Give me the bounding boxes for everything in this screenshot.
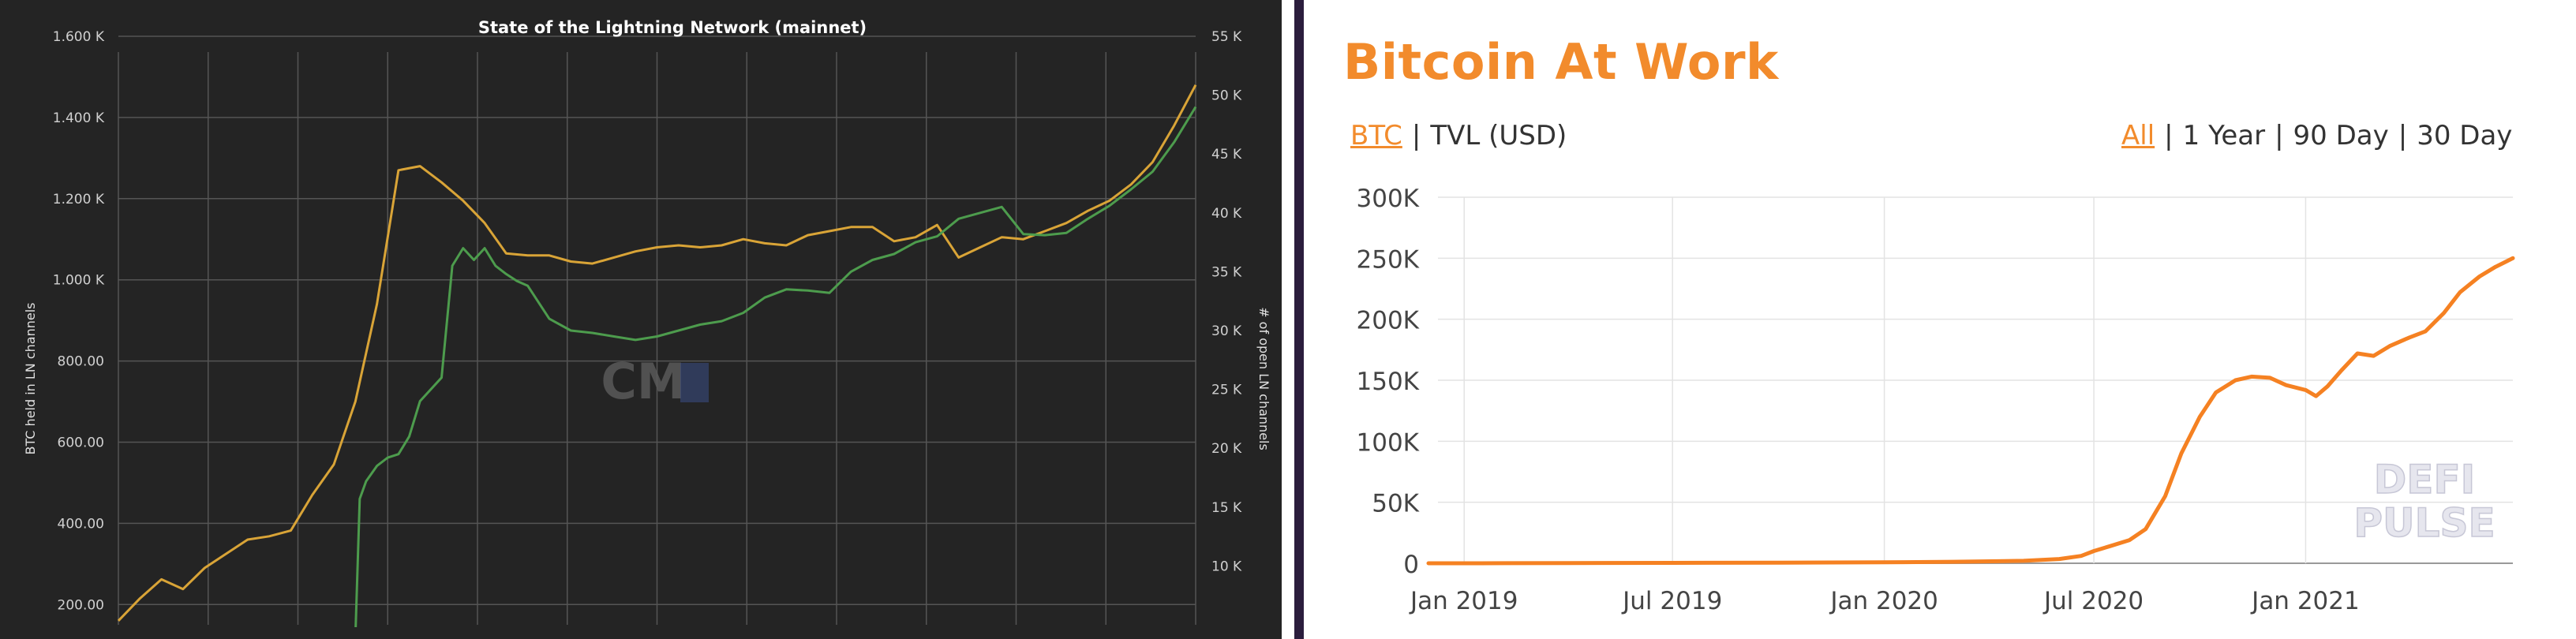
y-tick-label: 800.00	[58, 354, 104, 370]
y2-tick-label: 10 K	[1211, 559, 1242, 574]
chart-title: State of the Lightning Network (mainnet)	[478, 18, 867, 37]
tvl-chart: 0 50K 100K 150K 200K 250K 300K Jan 2019 Jul 2019…	[1357, 185, 2515, 615]
panel-bottom-edge	[0, 627, 1282, 639]
y-tick-label: 250K	[1357, 245, 1420, 274]
x-tick-label: Jan 2019	[1409, 587, 1518, 615]
x-tick-label: Jul 2020	[2042, 587, 2144, 615]
bitcoin-at-work-panel: Bitcoin At Work BTC | TVL (USD) All | 1 Year…	[1304, 0, 2576, 639]
y2-tick-label: 35 K	[1211, 264, 1242, 280]
y-tick-label: 200K	[1357, 307, 1420, 335]
range-toggle: All | 1 Year | 90 Day | 30 Day	[2121, 120, 2512, 151]
btc-toggle[interactable]: BTC	[1350, 120, 1402, 151]
y2-tick-label: 25 K	[1211, 383, 1242, 398]
y2-tick-label: 40 K	[1211, 206, 1242, 222]
range-30-day-button[interactable]: 30 Day	[2417, 120, 2513, 151]
y-tick-label: 1.000 K	[53, 273, 105, 289]
y-tick-label: 1.200 K	[53, 192, 105, 207]
y2-tick-label: 15 K	[1211, 500, 1242, 516]
y-tick-label: 0	[1403, 551, 1419, 579]
toggle-separator: |	[2275, 120, 2284, 151]
tvl-line	[1426, 256, 2515, 566]
watermark-logo: CM	[601, 353, 685, 410]
y-tick-label: 1.600 K	[53, 29, 105, 45]
tvl-usd-toggle[interactable]: TVL (USD)	[1430, 120, 1567, 151]
chart-title: Bitcoin At Work	[1343, 33, 1779, 91]
toggle-separator: |	[2164, 120, 2174, 151]
watermark-mark	[680, 363, 709, 402]
y2-tick-label: 30 K	[1211, 323, 1242, 339]
btc-capacity-line	[117, 84, 1197, 622]
lightning-network-chart: 200.00 400.00 600.00 800.00 1.000 K 1.200 K 1.…	[0, 18, 1282, 639]
toggle-separator: |	[2398, 120, 2408, 151]
unit-toggle: BTC | TVL (USD)	[1350, 120, 1567, 151]
y-tick-label: 300K	[1357, 185, 1420, 213]
toggle-separator: |	[1411, 120, 1421, 151]
x-tick-label: Jul 2019	[1621, 587, 1722, 615]
y-tick-label: 150K	[1357, 368, 1420, 396]
panel-divider	[1294, 0, 1304, 639]
y2-axis-label: # of open LN channels	[1256, 307, 1271, 450]
channel-count-line	[354, 106, 1197, 637]
y-axis-label: BTC held in LN channels	[23, 302, 38, 454]
x-tick-label: Jan 2021	[2250, 587, 2360, 615]
y-tick-label: 100K	[1357, 428, 1420, 457]
range-90-day-button[interactable]: 90 Day	[2293, 120, 2389, 151]
y-tick-label: 600.00	[58, 435, 104, 450]
y2-tick-label: 55 K	[1211, 29, 1242, 45]
y-tick-label: 400.00	[58, 516, 104, 532]
y-tick-label: 1.400 K	[53, 110, 105, 126]
y-tick-label: 50K	[1372, 490, 1419, 518]
range-all-button[interactable]: All	[2121, 120, 2155, 151]
watermark-pulse: PULSE	[2353, 500, 2495, 546]
y2-tick-label: 50 K	[1211, 88, 1242, 104]
x-tick-label: Jan 2020	[1829, 587, 1938, 615]
y-tick-label: 200.00	[58, 597, 104, 613]
range-1-year-button[interactable]: 1 Year	[2182, 120, 2266, 151]
lightning-network-chart-panel: 200.00 400.00 600.00 800.00 1.000 K 1.200 K 1.…	[0, 0, 1282, 639]
watermark-defi: DEFI	[2374, 457, 2475, 503]
y2-tick-label: 20 K	[1211, 441, 1242, 457]
y2-tick-label: 45 K	[1211, 147, 1242, 163]
